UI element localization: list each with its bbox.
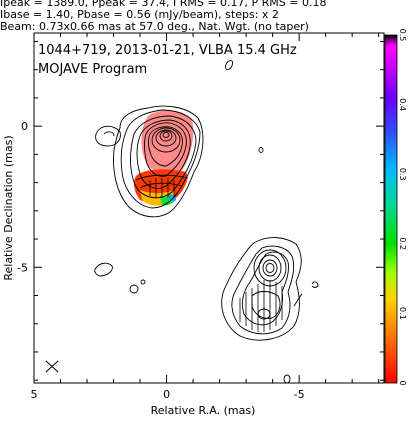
header-line-2: Ibase = 1.40, Pbase = 0.56 (mJy/beam), s…	[0, 8, 279, 21]
colorbar-tick-label: 0.3	[398, 168, 407, 181]
colorbar-tick-label: 0.4	[398, 98, 407, 111]
header-line-1: Ipeak = 1389.0, Ppeak = 37.4, I RMS = 0.…	[0, 0, 327, 9]
x-tick-label: 5	[31, 388, 38, 401]
header-line-3: Beam: 0.73x0.66 mas at 57.0 deg., Nat. W…	[0, 20, 309, 33]
colorbar	[384, 34, 398, 384]
plot-subtitle: MOJAVE Program	[38, 62, 147, 77]
colorbar-tick-label: 0.1	[398, 307, 407, 320]
y-axis-label: Relative Declination (mas)	[2, 135, 15, 280]
polarization-vectors	[149, 178, 283, 332]
colorbar-tick-label: 0.5	[398, 29, 407, 42]
colorbar-labels: 0 0.1 0.2 0.3 0.4 0.5	[398, 29, 407, 386]
y-tick-label: 0	[21, 120, 28, 133]
x-tick-label: 0	[163, 388, 170, 401]
polarization-color-map	[133, 110, 194, 206]
axis-ticks	[33, 33, 384, 383]
plot-frame	[33, 32, 385, 384]
x-axis-label: Relative R.A. (mas)	[151, 404, 256, 417]
intensity-contours	[94, 59, 319, 383]
colorbar-tick-label: 0	[398, 380, 407, 385]
beam-marker	[45, 360, 59, 373]
axis-tick-labels: 5 0 -5 0 -5	[17, 120, 305, 401]
plot-title: 1044+719, 2013-01-21, VLBA 15.4 GHz	[38, 43, 297, 58]
y-tick-label: -5	[17, 261, 28, 274]
colorbar-tick-label: 0.2	[398, 237, 407, 250]
x-tick-label: -5	[294, 388, 305, 401]
